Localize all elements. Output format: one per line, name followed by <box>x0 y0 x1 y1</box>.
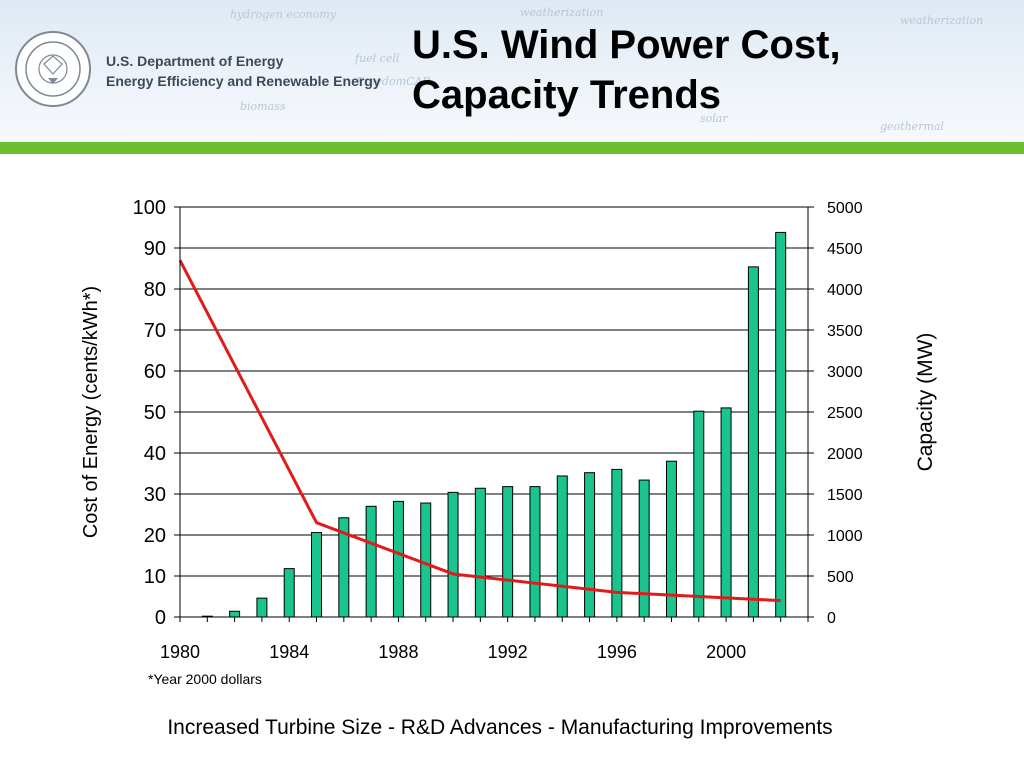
capacity-bar <box>256 597 268 618</box>
header-banner: hydrogen economy weatherization fuel cel… <box>0 0 1024 142</box>
org-name-line2: Energy Efficiency and Renewable Energy <box>106 73 381 89</box>
y-axis-right-title: Capacity (MW) <box>914 333 937 472</box>
y-axis-left-title: Cost of Energy (cents/kWh*) <box>80 286 102 538</box>
axis-labels: 0102030405060708090100050010001500200025… <box>80 197 937 662</box>
cost-line-path <box>178 259 781 603</box>
right-tick-label: 2000 <box>827 446 863 463</box>
left-tick-label: 30 <box>144 484 166 506</box>
cost-line <box>178 259 781 603</box>
capacity-bar <box>229 610 241 618</box>
footnote: *Year 2000 dollars <box>148 671 262 687</box>
left-tick-label: 0 <box>155 607 166 629</box>
bottom-caption: Increased Turbine Size - R&D Advances - … <box>167 716 833 739</box>
axes <box>174 206 814 622</box>
capacity-bar <box>747 266 759 618</box>
right-tick-label: 2500 <box>827 405 863 422</box>
capacity-bar <box>556 475 568 618</box>
left-tick-label: 20 <box>144 525 166 547</box>
capacity-bar <box>529 486 541 618</box>
logo-area: U.S. Department of Energy Energy Efficie… <box>0 0 400 142</box>
x-tick-label: 1996 <box>597 642 637 662</box>
capacity-bar <box>693 410 705 618</box>
capacity-bar <box>638 479 650 618</box>
left-tick-label: 40 <box>144 443 166 465</box>
x-tick-label: 2000 <box>706 642 746 662</box>
capacity-bar <box>311 532 323 618</box>
capacity-bar <box>474 487 486 618</box>
page-title: U.S. Wind Power Cost, Capacity Trends <box>412 20 841 120</box>
left-tick-label: 80 <box>144 279 166 301</box>
capacity-bar <box>775 231 787 618</box>
left-tick-label: 10 <box>144 566 166 588</box>
x-tick-label: 1988 <box>378 642 418 662</box>
capacity-bar <box>447 491 459 618</box>
org-name-line1: U.S. Department of Energy <box>106 53 284 69</box>
right-tick-label: 1000 <box>827 528 863 545</box>
banner-word: weatherization <box>900 14 984 27</box>
right-tick-label: 1500 <box>827 487 863 504</box>
left-tick-label: 100 <box>133 197 166 219</box>
right-tick-label: 4000 <box>827 282 863 299</box>
title-line1: U.S. Wind Power Cost, <box>412 23 841 67</box>
right-tick-label: 4500 <box>827 241 863 258</box>
wind-power-chart: 0102030405060708090100050010001500200025… <box>80 197 937 662</box>
gridlines <box>180 206 808 577</box>
right-tick-label: 500 <box>827 569 854 586</box>
x-tick-label: 1980 <box>160 642 200 662</box>
capacity-bar <box>584 472 596 618</box>
banner-word: geothermal <box>880 120 944 133</box>
banner-word: FreedomCAR <box>356 75 431 88</box>
left-tick-label: 90 <box>144 238 166 260</box>
banner-word: hydrogen economy <box>230 8 336 21</box>
right-tick-label: 5000 <box>827 200 863 217</box>
banner-word: biomass <box>240 100 286 113</box>
x-tick-label: 1984 <box>269 642 309 662</box>
left-tick-label: 60 <box>144 361 166 383</box>
left-tick-label: 70 <box>144 320 166 342</box>
capacity-bar <box>502 486 514 618</box>
right-tick-label: 3000 <box>827 364 863 381</box>
capacity-bar <box>611 468 623 618</box>
accent-divider <box>0 142 1024 154</box>
x-tick-label: 1992 <box>488 642 528 662</box>
right-tick-label: 3500 <box>827 323 863 340</box>
banner-word: weatherization <box>520 6 604 19</box>
capacity-bar <box>365 505 377 618</box>
banner-word: solar <box>700 112 728 125</box>
right-tick-label: 0 <box>827 610 836 627</box>
capacity-bar <box>283 568 295 618</box>
left-tick-label: 50 <box>144 402 166 424</box>
doe-seal-icon <box>15 31 91 107</box>
capacity-bar <box>720 407 732 618</box>
banner-word: fuel cell <box>355 52 400 65</box>
title-line2: Capacity Trends <box>412 73 722 117</box>
capacity-bar <box>420 502 432 618</box>
capacity-bars <box>201 231 787 618</box>
capacity-bar <box>392 500 404 618</box>
